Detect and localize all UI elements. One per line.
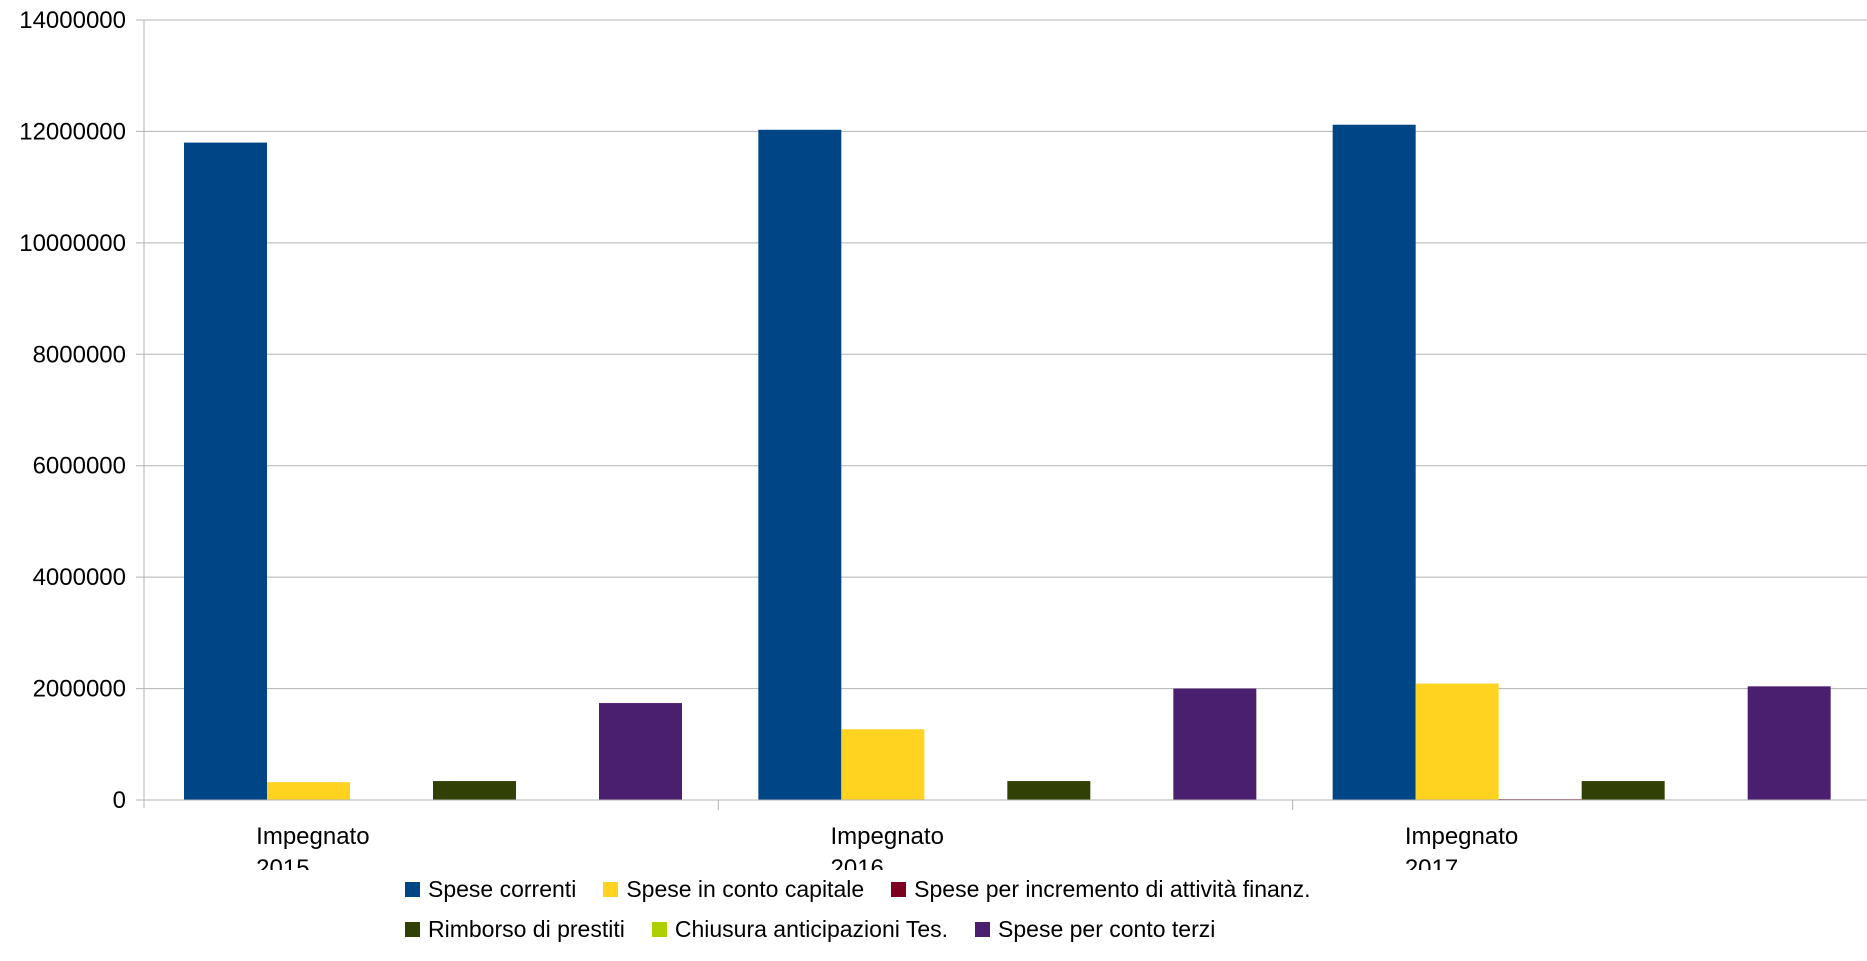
bar-rimborso-di-prestiti-1 [1007,781,1091,800]
bar-spese-per-conto-terzi-2 [1747,686,1831,800]
x-tick-label-line2: 2016 [831,855,884,870]
legend-swatch [603,882,619,897]
x-tick-label-line2: 2015 [256,855,309,870]
legend-item: Spese per incremento di attività finanz. [891,876,1310,903]
bar-spese-correnti-1 [758,129,842,800]
bar-chart: 0 2000000 4000000 6000000 8000000 10000000 120… [19,7,1867,870]
legend-swatch [405,882,420,897]
legend-swatch [405,922,420,937]
x-axis-tick-labels: Impegnato 2015 Impegnato 2016 Impegnato 2017 [256,823,1518,870]
legend-swatch [651,922,667,937]
bar-spese-per-conto-terzi-0 [599,703,682,800]
y-tick-label: 14000000 [19,7,126,34]
bar-rimborso-di-prestiti-2 [1581,781,1665,800]
legend-swatch [975,922,991,937]
legend-swatch [891,882,907,897]
legend-row-2: Rimborso di prestiti Chiusura anticipazio… [405,916,1242,943]
legend-label: Spese per conto terzi [998,916,1216,942]
legend-item: Rimborso di prestiti [405,916,625,943]
x-tick-label-line2: 2017 [1405,855,1458,870]
bar-spese-correnti-0 [184,142,267,801]
axes [143,20,1867,810]
y-tick-label: 12000000 [19,118,126,145]
legend-row-1: Spese correnti Spese in conto capitale Spe… [405,876,1337,903]
grid-lines [136,19,1867,801]
bar-spese-in-conto-capitale-2 [1415,683,1499,800]
bar-spese-correnti-2 [1332,124,1416,800]
y-tick-label: 4000000 [33,564,126,591]
y-tick-label: 8000000 [33,341,126,368]
bar-spese-in-conto-capitale-0 [267,782,350,800]
y-tick-label: 2000000 [33,676,126,703]
legend-label: Spese correnti [428,876,577,902]
legend-label: Spese in conto capitale [626,876,865,902]
bars [184,124,1831,801]
x-tick-label-line1: Impegnato [256,823,369,850]
legend-item: Spese per conto terzi [975,916,1215,943]
x-tick-label-line1: Impegnato [831,823,944,850]
y-axis-tick-labels: 0 2000000 4000000 6000000 8000000 10000000 120… [19,7,126,814]
x-tick-label-line1: Impegnato [1405,823,1518,850]
legend-label: Chiusura anticipazioni Tes. [674,916,949,942]
bar-rimborso-di-prestiti-0 [433,781,516,800]
y-tick-label: 10000000 [19,230,126,257]
legend-item: Spese correnti [405,876,576,903]
y-tick-label: 0 [113,787,126,814]
y-tick-label: 6000000 [33,453,126,480]
legend-label: Rimborso di prestiti [428,916,625,942]
bar-spese-per-conto-terzi-1 [1173,688,1257,800]
bar-spese-in-conto-capitale-1 [841,729,925,800]
legend-label: Spese per incremento di attività finanz. [914,876,1311,902]
legend-item: Chiusura anticipazioni Tes. [651,916,949,943]
legend-item: Spese in conto capitale [603,876,864,903]
